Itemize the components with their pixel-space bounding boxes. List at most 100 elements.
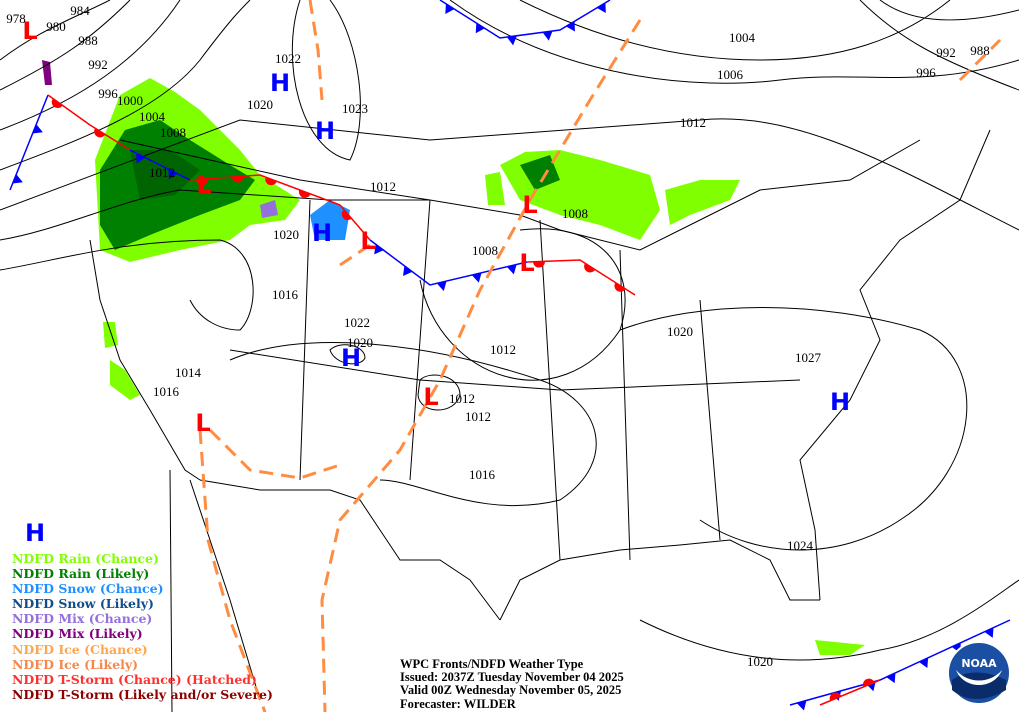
caption-title: WPC Fronts/NDFD Weather Type	[400, 657, 584, 671]
cold-front-triangle	[436, 281, 447, 291]
cold-front-triangle	[506, 35, 517, 46]
warm-front-semicircle	[532, 261, 545, 268]
isobar-label: 1027	[795, 350, 822, 365]
isobar	[619, 307, 968, 551]
isobar-label: 984	[70, 3, 90, 18]
cold-front-triangle	[32, 124, 43, 134]
warm-front-semicircle	[614, 282, 626, 292]
warm-front-semicircle	[51, 98, 63, 108]
trough-maritimes	[958, 38, 1002, 82]
mexico-border	[199, 479, 501, 621]
isobar-label: 1016	[272, 287, 299, 302]
noaa-logo: NOAA	[947, 641, 1011, 705]
warm-front-semicircle	[94, 128, 106, 138]
isobar-label: 1020	[667, 324, 693, 339]
east-coast	[799, 129, 991, 601]
isobar-label: 1006	[717, 67, 744, 82]
isobar-label: 1022	[344, 315, 370, 330]
trough-baja	[198, 429, 267, 712]
isobar-label: 996	[98, 86, 118, 101]
legend-item: NDFD Rain (Likely)	[12, 566, 150, 582]
cold-front-triangle	[919, 657, 929, 669]
isobar	[0, 189, 430, 241]
isobar-label: 1004	[729, 30, 756, 45]
isobar-label: 1022	[275, 51, 301, 66]
isobar-label: 1000	[117, 93, 143, 108]
cold-front-triangle	[566, 21, 575, 32]
legend-item: NDFD T-Storm (Likely and/or Severe)	[12, 686, 273, 702]
low-pressure-center: L	[522, 191, 537, 219]
isobar	[417, 374, 461, 411]
warm-front-semicircle	[829, 692, 842, 701]
low-pressure-center: L	[360, 227, 375, 255]
cold-front-triangle	[168, 169, 178, 180]
warm-front-semicircle	[195, 178, 208, 186]
warm-front-semicircle	[265, 177, 277, 186]
legend-item: NDFD Snow (Chance)	[12, 581, 164, 597]
warm-front-semicircle	[231, 176, 244, 183]
isobar-label: 1008	[562, 206, 588, 221]
isobar-label: 1020	[347, 335, 373, 350]
isobar-label: 1016	[469, 467, 496, 482]
cold-front-triangle	[136, 153, 146, 164]
isobar	[0, 239, 254, 331]
high-pressure-center: H	[830, 388, 850, 416]
isobar-label: 1012	[449, 391, 475, 406]
isobar-label: 988	[970, 43, 990, 58]
cold-front-triangle	[445, 3, 455, 15]
warm-front-semicircle	[862, 678, 875, 687]
legend-item: NDFD T-Storm (Chance) (Hatched)	[12, 671, 257, 687]
isobar-label: 996	[916, 65, 936, 80]
caption-issued: Issued: 2037Z Tuesday November 04 2025	[400, 670, 624, 685]
trough-plains	[320, 19, 642, 712]
trough-montana	[339, 243, 371, 267]
snow-chance-area	[310, 200, 350, 240]
rain-chance-area-california	[103, 322, 140, 400]
noaa-logo-text: NOAA	[961, 657, 997, 670]
rain-chance-area-west	[485, 172, 505, 205]
isobar-label: 1020	[273, 227, 299, 242]
cold-front-triangle	[403, 265, 413, 276]
warm-front-semicircle	[584, 263, 596, 273]
isobar-label: 988	[78, 33, 98, 48]
cold-front-triangle	[12, 174, 23, 184]
isobar	[291, 0, 361, 161]
warm-front-montana	[339, 204, 371, 241]
high-pressure-center: H	[341, 344, 361, 372]
low-pressure-center: L	[519, 249, 534, 277]
isobars	[0, 0, 1019, 661]
cold-front-triangle	[596, 2, 606, 14]
canada-border	[119, 139, 921, 251]
isobar-label: 1008	[472, 243, 498, 258]
low-pressure-center: L	[423, 383, 438, 411]
geography-lines	[89, 129, 991, 712]
cold-front-triangle	[471, 272, 482, 283]
cold-front-triangle	[506, 264, 517, 275]
isobar	[0, 118, 1019, 231]
west-coast	[89, 239, 201, 481]
isobar-label: 992	[88, 57, 108, 72]
rain-chance-area-caribbean	[815, 640, 865, 655]
warm-front-semicircle	[298, 189, 311, 198]
isobar-label: 1012	[370, 179, 396, 194]
warm-front-semicircle	[341, 209, 352, 221]
cold-front-triangle	[886, 672, 896, 684]
cold-front-triangle	[475, 23, 485, 34]
cold-front-plains	[369, 239, 528, 286]
isobar-label: 1020	[747, 654, 773, 669]
isobar-label: 1012	[490, 342, 516, 357]
legend: NDFD Rain (Chance) NDFD Rain (Likely) NDFD…	[12, 551, 273, 702]
high-pressure-center: H	[270, 69, 290, 97]
mix-likely-area	[42, 60, 52, 85]
low-pressure-center: L	[196, 171, 211, 199]
precipitation-areas	[42, 60, 865, 655]
isobar-label: 980	[46, 19, 66, 34]
isobar	[859, 0, 1019, 91]
isobar-label: 1004	[139, 109, 166, 124]
legend-item: NDFD Ice (Chance)	[12, 641, 148, 657]
isobar	[229, 342, 597, 507]
